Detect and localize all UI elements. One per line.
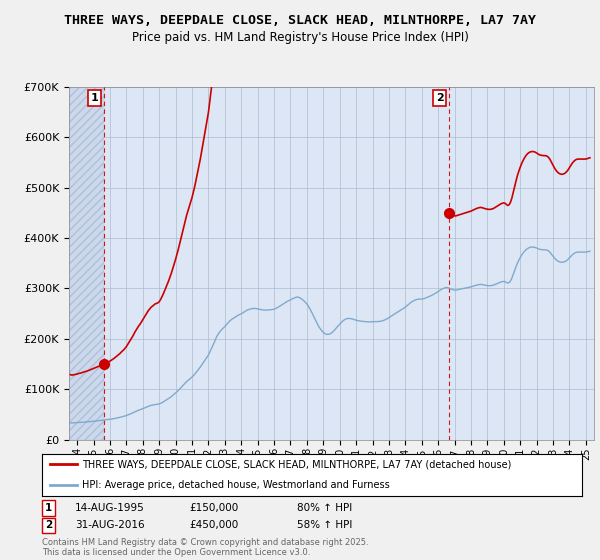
Text: Price paid vs. HM Land Registry's House Price Index (HPI): Price paid vs. HM Land Registry's House …	[131, 31, 469, 44]
Text: THREE WAYS, DEEPDALE CLOSE, SLACK HEAD, MILNTHORPE, LA7 7AY: THREE WAYS, DEEPDALE CLOSE, SLACK HEAD, …	[64, 14, 536, 27]
Text: £150,000: £150,000	[189, 503, 238, 513]
Text: 1: 1	[91, 93, 98, 103]
Text: 1: 1	[45, 503, 52, 513]
Text: 14-AUG-1995: 14-AUG-1995	[75, 503, 145, 513]
Text: 2: 2	[45, 520, 52, 530]
Text: Contains HM Land Registry data © Crown copyright and database right 2025.
This d: Contains HM Land Registry data © Crown c…	[42, 538, 368, 557]
Text: 80% ↑ HPI: 80% ↑ HPI	[297, 503, 352, 513]
Text: HPI: Average price, detached house, Westmorland and Furness: HPI: Average price, detached house, West…	[83, 480, 390, 490]
Text: 58% ↑ HPI: 58% ↑ HPI	[297, 520, 352, 530]
Text: £450,000: £450,000	[189, 520, 238, 530]
Bar	[69, 87, 104, 440]
Text: 2: 2	[436, 93, 443, 103]
Text: THREE WAYS, DEEPDALE CLOSE, SLACK HEAD, MILNTHORPE, LA7 7AY (detached house): THREE WAYS, DEEPDALE CLOSE, SLACK HEAD, …	[83, 459, 512, 469]
Text: 31-AUG-2016: 31-AUG-2016	[75, 520, 145, 530]
